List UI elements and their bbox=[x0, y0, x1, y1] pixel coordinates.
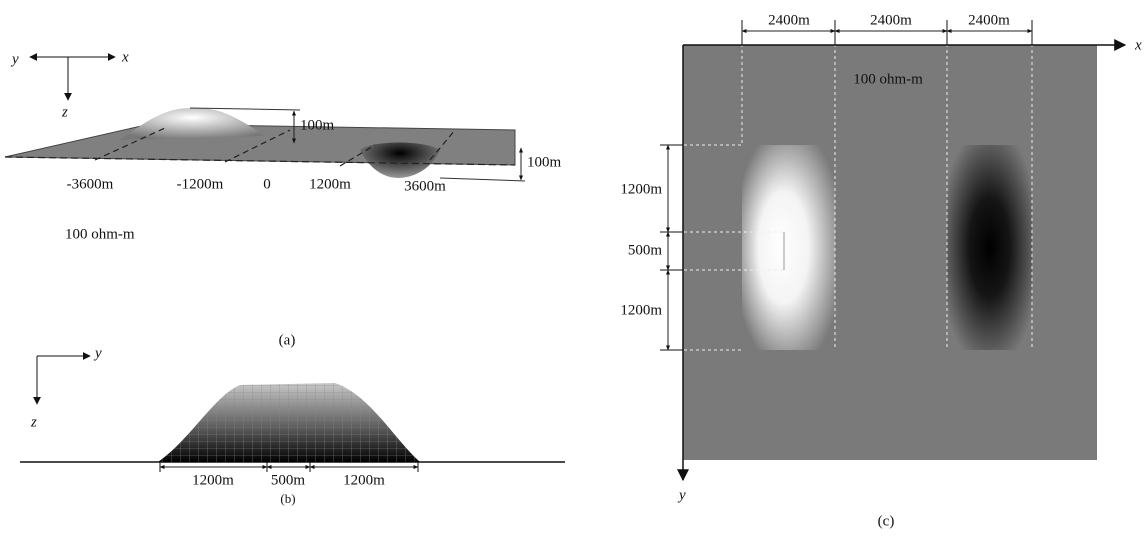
dimension-label: 100m bbox=[300, 117, 335, 133]
caption: (b) bbox=[280, 491, 295, 506]
caption: (a) bbox=[279, 332, 296, 348]
dimension-label: 2400m bbox=[968, 12, 1010, 28]
axis-label: z bbox=[30, 414, 37, 430]
axis-label: x bbox=[121, 49, 129, 65]
caption: (c) bbox=[878, 513, 895, 529]
axis-label: y bbox=[93, 345, 102, 361]
axis-label: x bbox=[1134, 37, 1142, 53]
dimension-label: 1200m bbox=[192, 472, 234, 488]
dimension-label: 500m bbox=[628, 242, 663, 258]
position-label: 3600m bbox=[404, 178, 446, 194]
panel-c: 2400m 2400m 2400m x y 100 ohm-m 1200m 50… bbox=[620, 12, 1142, 529]
dimension-label: 2400m bbox=[768, 12, 810, 28]
dimension-label: 100m bbox=[527, 154, 562, 170]
resistivity-label: 100 ohm-m bbox=[853, 71, 923, 87]
dimension-label: 1200m bbox=[343, 472, 385, 488]
resistivity-label: 100 ohm-m bbox=[65, 226, 135, 242]
dimension-label: 500m bbox=[271, 472, 306, 488]
dimension-label: 1200m bbox=[620, 181, 662, 197]
position-label: -3600m bbox=[67, 176, 114, 192]
position-label: -1200m bbox=[177, 176, 224, 192]
panel-b: y z 1200m 500m 1200m (b) bbox=[20, 345, 565, 506]
position-label: 1200m bbox=[309, 176, 351, 192]
panel-a: y x z 100m 100m -3600m -1200m 0 1200m 3600m … bbox=[4, 49, 562, 348]
dimension-label: 1200m bbox=[620, 302, 662, 318]
axis-label: y bbox=[677, 487, 686, 503]
axis-label: z bbox=[61, 104, 68, 120]
dimension-label: 2400m bbox=[870, 12, 912, 28]
axis-label: y bbox=[10, 51, 19, 67]
position-label: 0 bbox=[263, 176, 271, 192]
